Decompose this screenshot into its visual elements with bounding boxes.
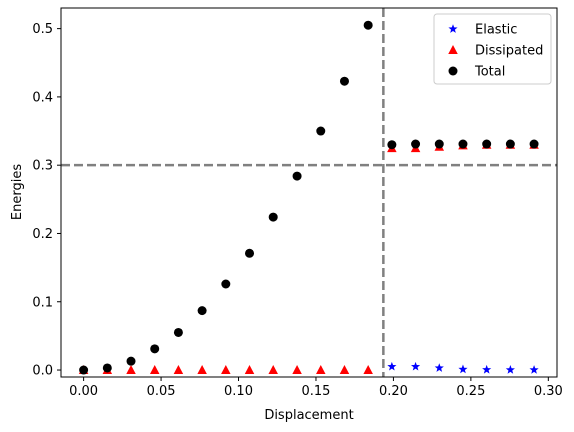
total-point	[150, 344, 160, 354]
total-point	[292, 171, 302, 181]
elastic-point	[482, 364, 492, 374]
total-point	[458, 139, 468, 149]
total-point	[434, 139, 444, 149]
legend-marker-dissipated	[448, 45, 458, 54]
y-tick-label: 0.2	[32, 227, 53, 242]
elastic-point	[434, 363, 444, 372]
total-point	[102, 363, 112, 373]
dissipated-point	[339, 365, 350, 375]
plot-frame	[60, 7, 558, 378]
legend-label-dissipated: Dissipated	[475, 44, 543, 59]
legend-marker-elastic	[448, 24, 458, 33]
total-point	[387, 140, 397, 150]
total-point	[339, 76, 349, 86]
total-point	[363, 20, 373, 30]
elastic-point	[505, 365, 515, 374]
legend: Elastic Dissipated Total	[433, 13, 552, 85]
dissipated-point	[316, 365, 326, 375]
legend-box	[433, 13, 552, 85]
dissipated-point	[221, 365, 231, 375]
x-tick-label: 0.00	[69, 384, 98, 399]
dissipated-point	[363, 365, 373, 375]
total-point	[482, 139, 492, 149]
x-tick-label: 0.25	[456, 384, 485, 399]
dissipated-point	[244, 365, 255, 375]
total-point	[505, 139, 515, 149]
dissipated-point	[197, 365, 207, 375]
dissipated-point	[292, 365, 302, 375]
total-point	[529, 139, 539, 149]
data-marks	[78, 20, 539, 375]
legend-label-total: Total	[474, 65, 505, 80]
x-tick-label: 0.05	[147, 384, 176, 399]
total-point	[411, 139, 421, 149]
x-axis-label: Displacement	[264, 408, 353, 423]
elastic-point	[458, 364, 468, 374]
y-tick-label: 0.1	[32, 295, 53, 310]
total-point	[126, 356, 136, 366]
legend-label-elastic: Elastic	[475, 23, 517, 38]
total-point	[79, 365, 89, 375]
dissipated-point	[149, 365, 160, 375]
total-point	[197, 306, 207, 316]
elastic-point	[387, 361, 397, 371]
y-axis-label: Energies	[10, 164, 25, 220]
dissipated-point	[268, 365, 278, 375]
total-point	[316, 126, 326, 136]
y-tick-label: 0.4	[32, 90, 53, 105]
total-point	[245, 248, 255, 258]
total-point	[268, 212, 278, 222]
y-axis: 0.0 0.1 0.2 0.3 0.4 0.5	[32, 22, 61, 379]
reference-lines	[61, 8, 557, 377]
elastic-point	[529, 365, 539, 374]
elastic-point	[411, 361, 421, 371]
y-tick-label: 0.0	[32, 364, 53, 379]
x-tick-label: 0.10	[224, 384, 253, 399]
y-tick-label: 0.5	[32, 22, 53, 37]
x-tick-label: 0.20	[379, 384, 408, 399]
legend-marker-total	[448, 66, 458, 76]
total-point	[173, 327, 183, 337]
x-tick-label: 0.15	[301, 384, 330, 399]
x-tick-label: 0.30	[534, 384, 563, 399]
x-axis: 0.00 0.05 0.10 0.15 0.20 0.25 0.30	[69, 377, 563, 399]
total-point	[221, 279, 231, 289]
dissipated-point	[173, 365, 184, 375]
y-tick-label: 0.3	[32, 159, 53, 174]
dissipated-point	[126, 365, 136, 375]
